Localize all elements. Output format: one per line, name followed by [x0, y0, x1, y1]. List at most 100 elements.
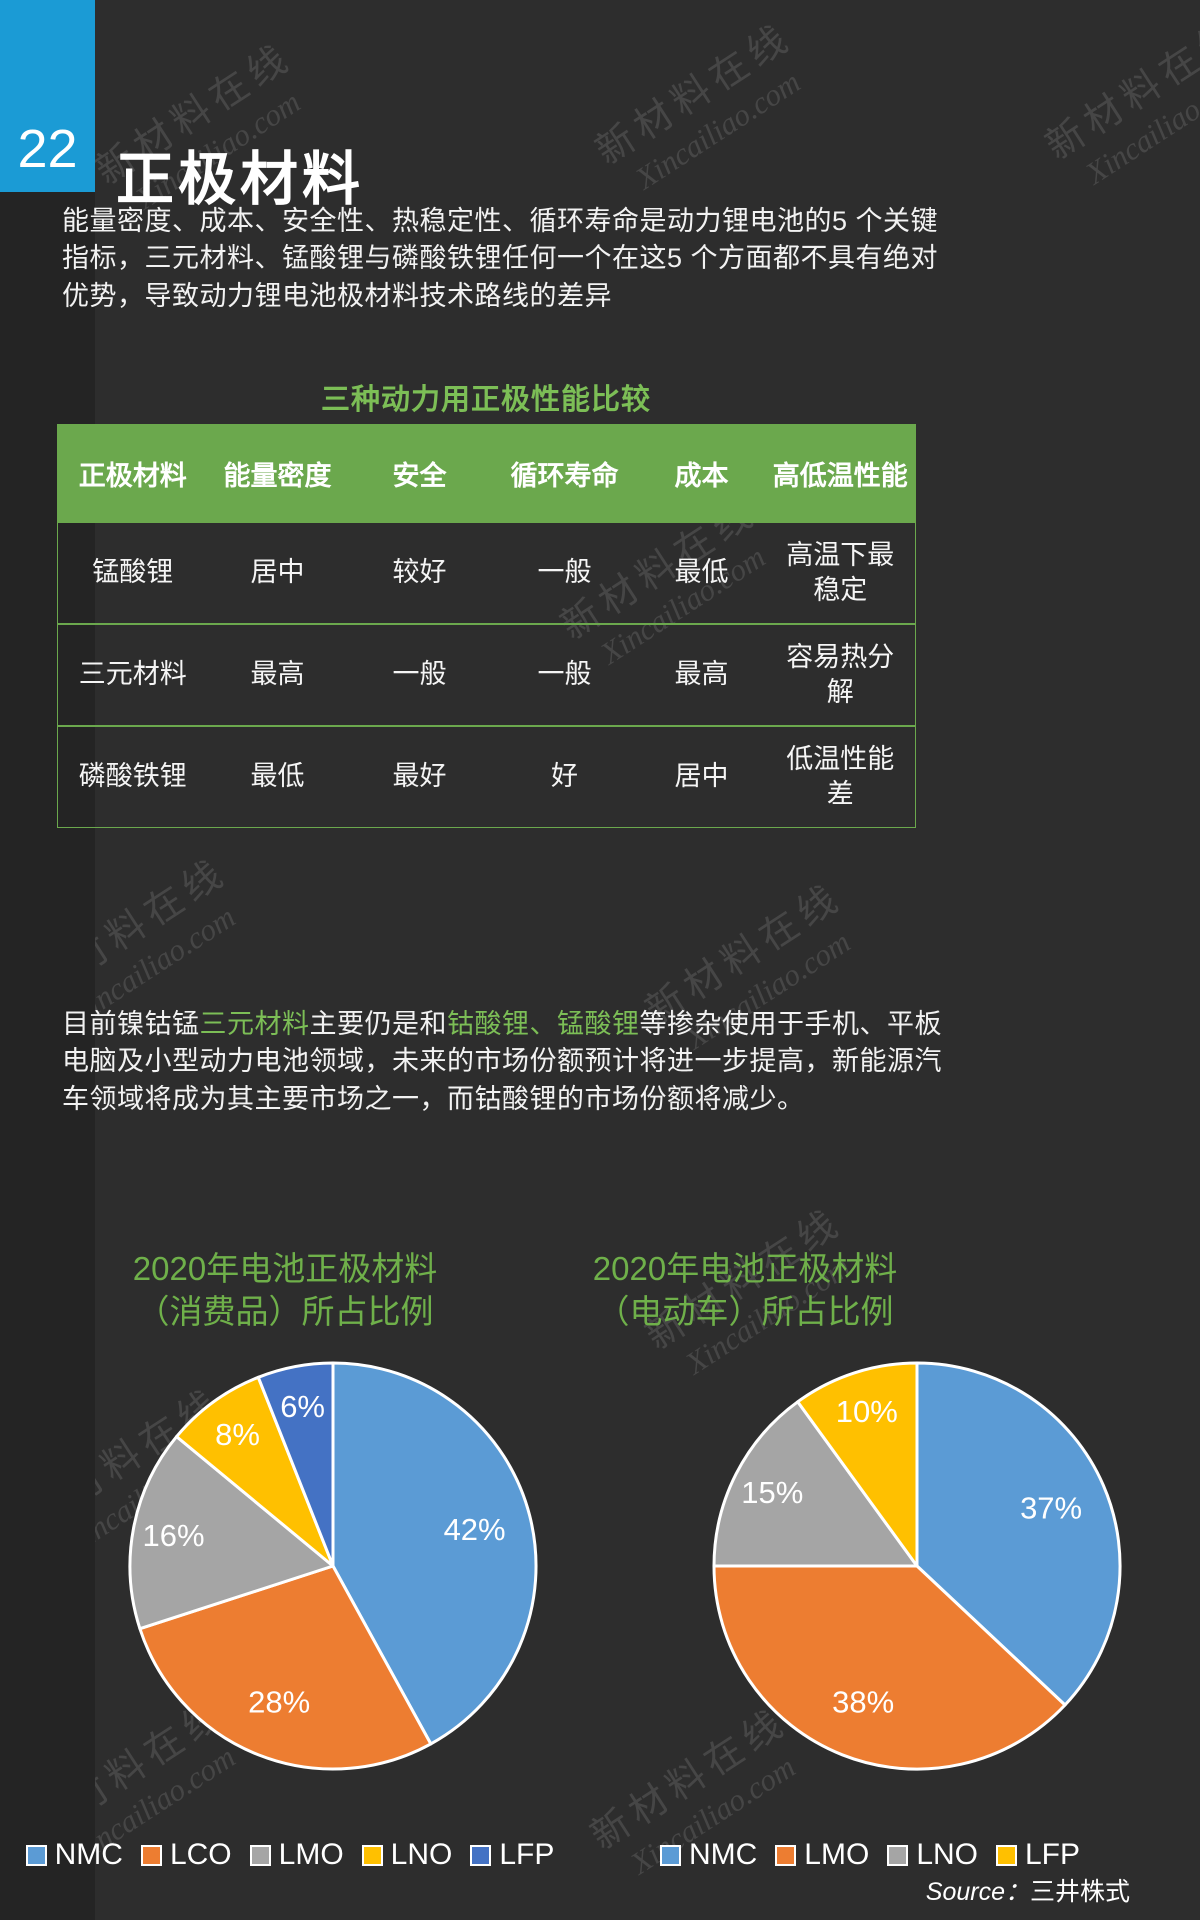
table-cell: 一般: [347, 623, 492, 726]
pie-value-label: 15%: [741, 1475, 803, 1510]
legend-label: LFP: [499, 1838, 555, 1871]
legend-item-nmc: NMC: [25, 1838, 123, 1872]
page-number: 22: [17, 119, 78, 179]
highlighted-term: 三元材料: [199, 1009, 310, 1039]
table-header-cell: 成本: [637, 424, 766, 522]
body-text: 等掺杂使用于手机、平板电脑及小型动力电池领域，未来的市场份额预计将进一步提高，新…: [62, 1009, 942, 1114]
legend-label: LMO: [804, 1838, 870, 1871]
intro-paragraph: 能量密度、成本、安全性、热稳定性、循环寿命是动力锂电池的5 个关键指标，三元材料…: [62, 206, 939, 311]
pie-value-label: 8%: [215, 1417, 260, 1452]
legend-item-lco: LCO: [140, 1838, 232, 1872]
table-header-cell: 高低温性能: [765, 424, 916, 522]
table-cell: 最高: [637, 623, 766, 726]
legend-item-nmc: NMC: [659, 1838, 758, 1872]
ev-chart-title-line2: （电动车）所占比例: [596, 1292, 894, 1330]
legend-item-lmo: LMO: [249, 1838, 344, 1872]
table-row: 三元材料 最高 一般 一般 最高 容易热分解: [57, 623, 916, 726]
table-cell: 最好: [347, 725, 492, 828]
body-text: 主要仍是和: [309, 1009, 447, 1039]
table-body: 锰酸锂 居中 较好 一般 最低 高温下最稳定 三元材料 最高 一般 一般 最高 容易热分解 磷酸铁锂 最低…: [57, 521, 916, 828]
pie-slice-lno: [175, 1375, 335, 1568]
page-number-badge: 22: [0, 0, 95, 192]
table-header-row: 正极材料 能量密度 安全 循环寿命 成本 高低温性能: [57, 424, 916, 522]
legend-item-lfp: LFP: [996, 1838, 1080, 1872]
pie-slice-lno: [712, 1400, 919, 1568]
table-cell: 较好: [347, 521, 492, 624]
pie-chart-consumer-box: 42% 28% 16% 8% 6%: [123, 1356, 543, 1776]
pie-slice-nmc: [331, 1361, 538, 1746]
legend-swatch: [996, 1844, 1017, 1866]
pie-slice-nmc: [915, 1361, 1122, 1707]
pie-value-label: 10%: [836, 1394, 898, 1429]
legend-item-lno: LNO: [361, 1838, 453, 1872]
legend-label: LNO: [916, 1838, 978, 1871]
ev-chart-title-line1: 2020年电池正极材料: [592, 1250, 898, 1287]
ev-chart-title: 2020年电池正极材料 （电动车）所占比例: [535, 1248, 955, 1334]
legend-consumer: NMC LCO LMO LNO LFP: [20, 1838, 560, 1872]
legend-swatch: [249, 1844, 271, 1866]
legend-label: LNO: [390, 1838, 453, 1871]
row-header-cell: 磷酸铁锂: [57, 725, 208, 828]
table-cell: 一般: [491, 521, 638, 624]
market-paragraph: 目前镍钴锰三元材料主要仍是和钴酸锂、锰酸锂等掺杂使用于手机、平板电脑及小型动力电…: [62, 1006, 946, 1118]
legend-swatch: [887, 1844, 909, 1866]
table-header-cell: 正极材料: [57, 424, 208, 522]
legend-item-lfp: LFP: [470, 1838, 554, 1872]
table-row: 磷酸铁锂 最低 最好好居中 低温性能差: [57, 725, 916, 828]
consumer-chart-title: 2020年电池正极材料 （消费品）所占比例: [75, 1248, 495, 1334]
legend-swatch: [140, 1844, 162, 1866]
pie-chart-consumer: 42% 28% 16% 8% 6%: [128, 1361, 538, 1771]
table-title: 三种动力用正极性能比较: [320, 384, 651, 416]
table-cell: 好: [491, 725, 638, 828]
row-header-cell: 锰酸锂: [57, 521, 208, 624]
source-value: 三井株式: [1029, 1878, 1130, 1906]
left-sidebar-strip: [0, 0, 95, 1920]
legend-ev: NMC LMO LNO LFP: [580, 1838, 1160, 1872]
source-label: Source：: [925, 1878, 1030, 1906]
pie-chart-ev: 37% 38% 15% 10%: [712, 1361, 1122, 1771]
legend-label: LFP: [1025, 1838, 1081, 1871]
table-cell: 居中: [637, 725, 766, 828]
legend-item-lmo: LMO: [775, 1838, 869, 1872]
pie-value-label: 28%: [248, 1684, 310, 1719]
legend-swatch: [470, 1844, 492, 1866]
table-header-cell: 循环寿命: [491, 424, 638, 522]
pie-slice-lco: [138, 1564, 433, 1771]
table-row: 锰酸锂 居中 较好 一般 最低 高温下最稳定: [57, 521, 916, 624]
legend-swatch: [775, 1844, 797, 1866]
highlighted-term: 钴酸锂、锰酸锂: [447, 1009, 640, 1039]
pie-slice-lfp: [256, 1361, 335, 1568]
legend-swatch: [659, 1844, 681, 1866]
pie-slice-lmo: [712, 1564, 1067, 1771]
table-cell: 居中: [207, 521, 348, 624]
table-header-cell: 能量密度: [207, 424, 348, 522]
legend-label: LCO: [169, 1838, 232, 1871]
row-header-cell: 三元材料: [57, 623, 208, 726]
page-title: 正极材料: [116, 146, 365, 212]
table-cell: 一般: [491, 623, 638, 726]
table-cell: 容易热分解: [765, 623, 916, 726]
pie-value-label: 42%: [444, 1512, 506, 1547]
legend-swatch: [25, 1844, 47, 1866]
table-header-cell: 安全: [347, 424, 492, 522]
pie-slice-lfp: [796, 1361, 919, 1568]
pie-value-label: 6%: [280, 1389, 325, 1424]
legend-label: NMC: [54, 1838, 123, 1871]
legend-item-lno: LNO: [887, 1838, 978, 1872]
pie-chart-ev-box: 37% 38% 15% 10%: [707, 1356, 1127, 1776]
table-cell: 低温性能差: [765, 725, 916, 828]
table-cell: 最低: [207, 725, 348, 828]
table-cell: 最高: [207, 623, 348, 726]
table-cell: 最低: [637, 521, 766, 624]
source-note: Source：三井株式: [926, 1872, 1130, 1908]
body-text: 目前镍钴锰: [62, 1009, 200, 1039]
legend-swatch: [361, 1844, 383, 1866]
legend-label: LMO: [278, 1838, 344, 1871]
pie-value-label: 16%: [142, 1518, 204, 1553]
legend-label: NMC: [688, 1838, 758, 1871]
consumer-chart-title-line1: 2020年电池正极材料: [132, 1250, 438, 1287]
performance-table: 正极材料 能量密度 安全 循环寿命 成本 高低温性能 锰酸锂 居中 较好 一般 最低 高温下最稳定三…: [57, 424, 916, 828]
pie-value-label: 38%: [832, 1684, 894, 1719]
